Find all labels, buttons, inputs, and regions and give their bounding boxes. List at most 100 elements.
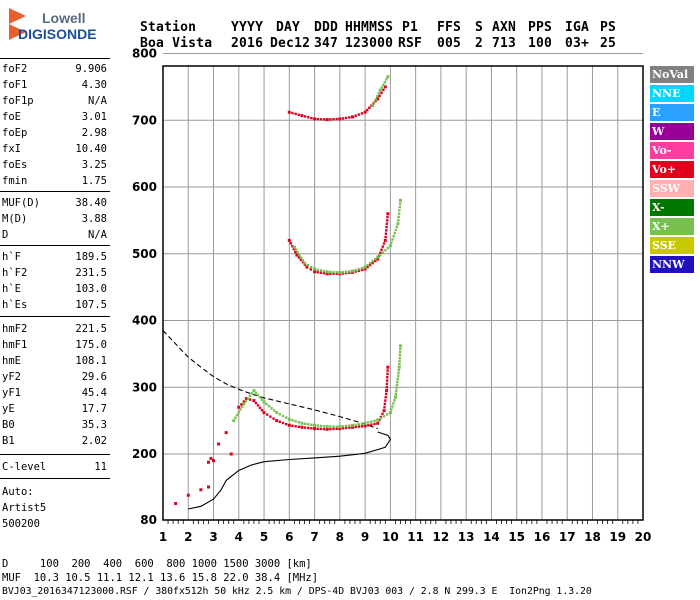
trace-point	[338, 270, 342, 274]
trace-point	[294, 112, 297, 116]
trace-point	[299, 256, 303, 259]
logo-mark-icon	[9, 8, 26, 40]
trace-point	[319, 271, 323, 274]
trace-point	[382, 83, 385, 87]
x-tick-label: 19	[609, 530, 626, 544]
param-key: foF1p	[2, 95, 34, 107]
trace-point	[367, 424, 370, 427]
trace-point	[350, 423, 354, 427]
trace-point	[348, 424, 351, 427]
trace-point	[316, 424, 319, 427]
trace-point	[322, 118, 326, 121]
trace-point	[398, 353, 402, 357]
trace-point	[296, 251, 299, 254]
header-label-ddd: DDD	[314, 20, 339, 35]
trace-point	[240, 403, 243, 406]
trace-point	[373, 419, 376, 422]
trace-point	[370, 423, 373, 426]
trace-point	[397, 369, 401, 372]
trace-point	[382, 409, 386, 413]
trace-point	[398, 209, 401, 212]
trace-point	[379, 253, 382, 257]
trace-point	[292, 248, 296, 251]
trace-point	[242, 400, 246, 403]
trace-point	[301, 259, 304, 262]
trace-point	[316, 271, 319, 274]
trace-point	[291, 424, 294, 427]
param-value: 10.40	[75, 143, 107, 155]
trace-point	[291, 245, 294, 248]
trace-point	[310, 427, 313, 430]
trace-point	[381, 245, 384, 248]
x-tick-label: 1	[159, 530, 167, 544]
trace-point	[398, 359, 401, 363]
trace-point	[382, 415, 386, 418]
param-value: 17.7	[81, 403, 107, 415]
trace-point	[386, 219, 389, 222]
trace-point	[335, 272, 338, 275]
clevel-value: 11	[94, 461, 107, 473]
param-value: N/A	[88, 229, 107, 241]
trace-point	[335, 427, 338, 431]
param-key: foE	[2, 111, 21, 123]
trace-point	[357, 425, 360, 428]
param-key: B1	[2, 435, 15, 447]
header-label-iga: IGA	[565, 20, 590, 35]
logo-product: DIGISONDE	[18, 26, 97, 42]
trace-point	[360, 422, 364, 425]
trace-point	[383, 402, 387, 406]
legend-item-x-minus: X-	[650, 199, 694, 216]
trace-point	[302, 261, 306, 265]
param-row: fmin 1.75	[0, 174, 110, 188]
panel-separator	[0, 454, 110, 455]
header-value-day: Dec12	[270, 36, 311, 51]
trace-point	[209, 456, 213, 460]
trace-point	[348, 270, 351, 273]
trace-point	[307, 426, 310, 430]
param-key: hmF2	[2, 323, 28, 335]
trace-point	[212, 459, 216, 463]
param-row: M(D) 3.88	[0, 212, 110, 226]
trace-point	[374, 257, 377, 261]
trace-point	[254, 391, 258, 395]
trace-point	[310, 423, 313, 426]
panel-separator	[0, 191, 110, 192]
trace-point	[246, 397, 250, 400]
trace-point	[363, 424, 367, 428]
trace-point	[335, 117, 338, 121]
legend-item-vo-minus: Vo-	[650, 142, 694, 159]
param-key: fxI	[2, 143, 21, 155]
plot-frame	[162, 65, 644, 521]
param-key: hmE	[2, 355, 21, 367]
trace-point	[313, 117, 317, 121]
auto-line: Auto:	[0, 485, 110, 499]
trace-point	[386, 365, 390, 369]
legend-item-nne: NNE	[650, 85, 694, 102]
trace-point	[248, 398, 252, 401]
trace-point	[252, 389, 256, 393]
trace-point	[258, 406, 262, 410]
trace-point	[392, 235, 395, 238]
trace-point	[325, 118, 329, 122]
trace-point	[378, 88, 382, 92]
trace-point	[284, 416, 288, 419]
clevel-key: C-level	[2, 461, 47, 473]
trace-point	[397, 212, 401, 215]
header-label-p1: P1	[402, 20, 419, 35]
trace-point	[297, 113, 300, 116]
trace-point	[316, 268, 319, 271]
trace-point	[252, 399, 256, 403]
param-key: fmin	[2, 175, 28, 187]
trace-point	[384, 396, 387, 399]
param-value: 231.5	[75, 267, 107, 279]
param-row: foF1p N/A	[0, 94, 110, 108]
trace-point	[294, 248, 298, 251]
param-key: foEs	[2, 159, 28, 171]
chart-points	[174, 75, 402, 505]
trace-point	[319, 424, 323, 428]
param-key: h`E	[2, 283, 21, 295]
header-label-ps: PS	[600, 20, 617, 35]
param-key: yF1	[2, 387, 21, 399]
trace-point	[363, 110, 367, 114]
trace-point	[307, 116, 310, 119]
